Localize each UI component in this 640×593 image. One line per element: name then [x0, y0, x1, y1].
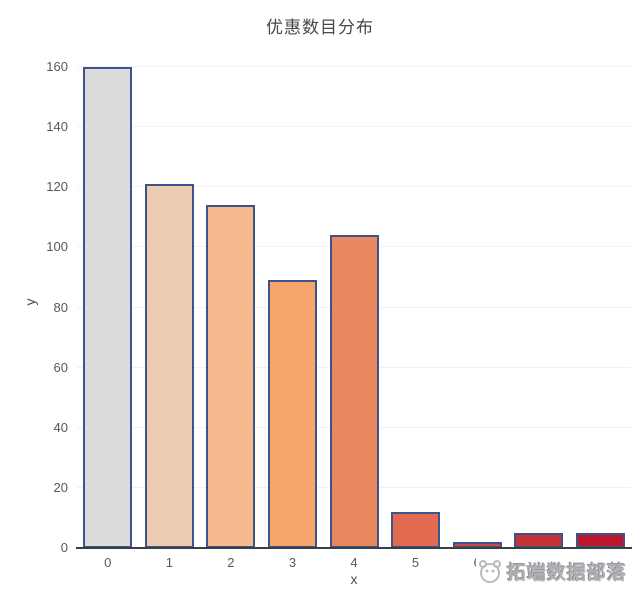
watermark: 拓端数据部落: [476, 549, 640, 593]
y-tick-label: 120: [46, 179, 68, 195]
x-axis-line: [76, 547, 632, 549]
bar-x5: [391, 511, 441, 548]
bar-x3: [267, 280, 317, 548]
x-tick-label: 0: [104, 555, 112, 570]
gridline: [77, 66, 631, 67]
bar-x7: [514, 532, 564, 548]
bar-x2: [206, 205, 256, 548]
bar-x1: [144, 184, 194, 548]
y-tick-label: 140: [46, 119, 68, 135]
x-tick-label: 3: [288, 555, 297, 570]
y-tick-label: 60: [53, 359, 68, 375]
chart-title: 优惠数目分布: [266, 18, 374, 37]
x-axis-title: x: [350, 571, 358, 587]
bar-x0: [83, 67, 133, 548]
plot-area: 020406080100120140160012345678: [46, 55, 632, 570]
gridline: [77, 186, 631, 188]
x-tick-label: 1: [165, 555, 173, 570]
watermark-text: 拓端数据部落: [507, 562, 628, 584]
x-tick-label: 4: [350, 555, 358, 570]
x-tick-label: 2: [227, 555, 235, 570]
gridline: [77, 126, 631, 128]
y-axis-title: y: [22, 298, 38, 306]
y-tick-label: 100: [46, 239, 68, 255]
x-tick-label: 5: [411, 555, 420, 570]
y-tick-label: 160: [46, 59, 68, 74]
y-tick-label: 80: [53, 299, 68, 315]
bar-x8: [575, 532, 625, 548]
y-tick-label: 40: [53, 419, 68, 435]
panda-logo-icon: [479, 560, 501, 583]
bar-x4: [329, 235, 379, 548]
y-tick-label: 20: [53, 479, 68, 495]
y-tick-label: 0: [60, 540, 68, 555]
